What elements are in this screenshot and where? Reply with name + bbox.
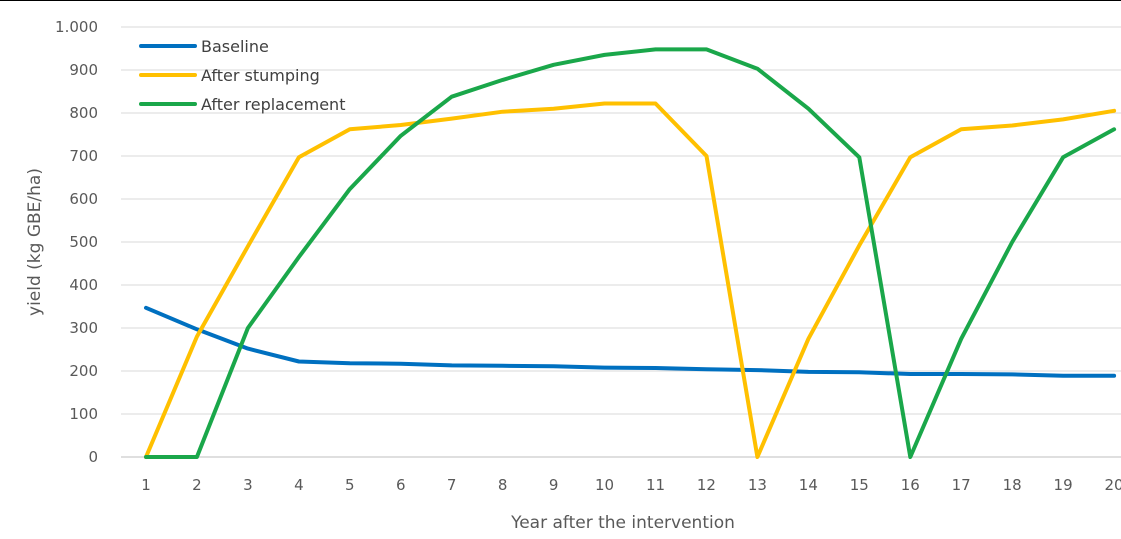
x-tick-label: 12 bbox=[697, 476, 716, 494]
y-tick-label: 1.000 bbox=[55, 18, 98, 36]
x-tick-label: 4 bbox=[294, 476, 304, 494]
x-tick-label: 14 bbox=[799, 476, 818, 494]
series-line-baseline bbox=[144, 305, 1117, 378]
x-tick-label: 2 bbox=[192, 476, 202, 494]
y-tick-label: 500 bbox=[69, 233, 98, 251]
y-tick-label: 0 bbox=[88, 448, 98, 466]
x-tick-label: 1 bbox=[141, 476, 151, 494]
gridlines bbox=[121, 26, 1121, 415]
x-tick-label: 6 bbox=[396, 476, 406, 494]
series-lines bbox=[144, 47, 1117, 459]
x-axis-title: Year after the intervention bbox=[510, 513, 735, 533]
x-tick-label: 13 bbox=[748, 476, 767, 494]
series-line-after-replacement bbox=[144, 47, 1117, 459]
y-tick-label: 400 bbox=[69, 276, 98, 294]
y-tick-label: 600 bbox=[69, 190, 98, 208]
x-tick-label: 15 bbox=[850, 476, 869, 494]
y-tick-label: 800 bbox=[69, 104, 98, 122]
legend-label: Baseline bbox=[201, 37, 269, 56]
y-tick-label: 900 bbox=[69, 61, 98, 79]
x-tick-label: 5 bbox=[345, 476, 355, 494]
y-tick-labels: 0 100 200 300 400 500 600 700 800 900 1.000 bbox=[55, 18, 98, 466]
x-tick-label: 11 bbox=[646, 476, 665, 494]
x-tick-label: 17 bbox=[952, 476, 971, 494]
x-tick-label: 20 bbox=[1105, 476, 1121, 494]
x-tick-label: 16 bbox=[901, 476, 920, 494]
legend: Baseline After stumping After replacement bbox=[139, 37, 345, 114]
y-tick-label: 100 bbox=[69, 405, 98, 423]
legend-label: After stumping bbox=[201, 66, 320, 85]
y-tick-label: 700 bbox=[69, 147, 98, 165]
x-tick-label: 18 bbox=[1003, 476, 1022, 494]
legend-label: After replacement bbox=[201, 95, 345, 114]
x-tick-label: 3 bbox=[243, 476, 253, 494]
series-line-after-stumping bbox=[144, 101, 1117, 459]
x-tick-labels: 1 2 3 4 5 6 7 8 9 10 11 12 13 14 15 16 17 18 19 20 bbox=[141, 476, 1121, 494]
x-tick-label: 8 bbox=[498, 476, 508, 494]
y-axis-title: yield (kg GBE/ha) bbox=[25, 168, 45, 316]
x-tick-label: 10 bbox=[595, 476, 614, 494]
x-tick-label: 9 bbox=[549, 476, 559, 494]
y-tick-label: 300 bbox=[69, 319, 98, 337]
x-tick-label: 19 bbox=[1054, 476, 1073, 494]
x-tick-label: 7 bbox=[447, 476, 457, 494]
y-tick-label: 200 bbox=[69, 362, 98, 380]
